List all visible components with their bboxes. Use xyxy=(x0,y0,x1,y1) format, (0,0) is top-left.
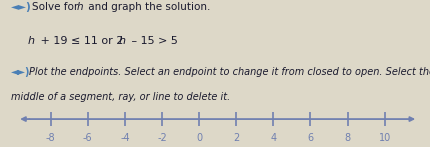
Text: -2: -2 xyxy=(157,133,166,143)
Text: 10: 10 xyxy=(378,133,390,143)
Text: h: h xyxy=(28,36,35,46)
Text: h: h xyxy=(77,2,83,12)
Text: middle of a segment, ray, or line to delete it.: middle of a segment, ray, or line to del… xyxy=(11,92,230,102)
Text: and graph the solution.: and graph the solution. xyxy=(85,2,210,12)
Text: 6: 6 xyxy=(307,133,313,143)
Text: -8: -8 xyxy=(46,133,55,143)
Text: 4: 4 xyxy=(270,133,276,143)
Text: -4: -4 xyxy=(120,133,129,143)
Text: 2: 2 xyxy=(233,133,239,143)
Text: h: h xyxy=(119,36,126,46)
Text: -6: -6 xyxy=(83,133,92,143)
Text: 0: 0 xyxy=(196,133,202,143)
Text: ◄►): ◄►) xyxy=(11,67,30,77)
Text: ◄►): ◄►) xyxy=(11,2,31,12)
Text: Plot the endpoints. Select an endpoint to change it from closed to open. Select : Plot the endpoints. Select an endpoint t… xyxy=(29,67,430,77)
Text: 8: 8 xyxy=(344,133,350,143)
Text: – 15 > 5: – 15 > 5 xyxy=(127,36,177,46)
Text: + 19 ≤ 11 or 2: + 19 ≤ 11 or 2 xyxy=(37,36,123,46)
Text: Solve for: Solve for xyxy=(32,2,82,12)
